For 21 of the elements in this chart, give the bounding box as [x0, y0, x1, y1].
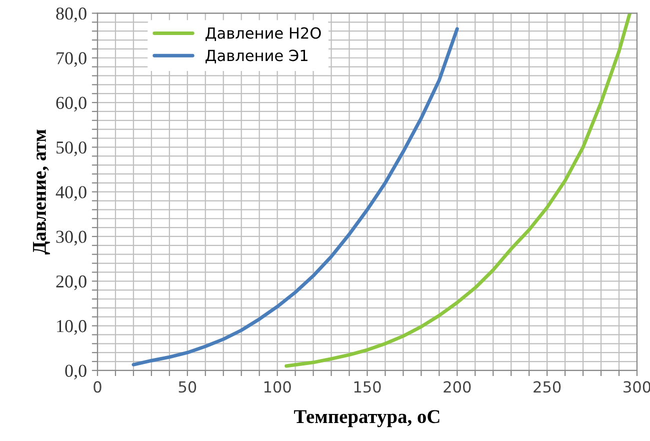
- y-tick-label: 40,0: [56, 186, 86, 201]
- y-tick-label: 50,0: [56, 141, 86, 156]
- y-tick-label: 20,0: [56, 275, 86, 290]
- x-tick-label: 50: [178, 381, 196, 393]
- x-tick-label: 0: [94, 381, 102, 393]
- y-tick-label: 0,0: [65, 364, 86, 380]
- line-series: [132, 27, 459, 366]
- line-series: [284, 13, 632, 368]
- y-tick-label: 60,0: [56, 96, 86, 112]
- legend-label: Давление Э1: [206, 50, 308, 64]
- x-axis-title: Температура, оС: [294, 410, 440, 428]
- x-tick-label: 100: [264, 381, 291, 393]
- y-tick-label: 80,0: [56, 7, 86, 22]
- x-tick-label: 200: [444, 381, 471, 393]
- y-tick-label: 10,0: [57, 320, 86, 335]
- y-axis-title: Давление, атм: [33, 130, 50, 255]
- y-tick-label: 30,0: [56, 230, 86, 246]
- legend-label: Давление H2O: [206, 27, 321, 41]
- x-tick-label: 250: [534, 381, 561, 393]
- x-tick-label: 150: [354, 381, 381, 393]
- y-tick-label: 70,0: [56, 52, 86, 67]
